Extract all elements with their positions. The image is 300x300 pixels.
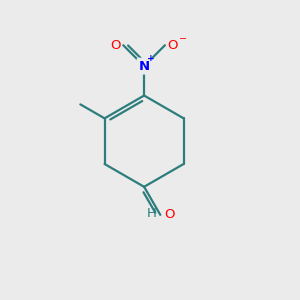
Text: H: H: [147, 207, 157, 220]
Text: O: O: [167, 39, 178, 52]
Text: +: +: [147, 54, 154, 63]
Text: −: −: [179, 34, 187, 44]
Text: O: O: [164, 208, 174, 221]
Text: N: N: [139, 60, 150, 73]
Text: O: O: [110, 39, 121, 52]
